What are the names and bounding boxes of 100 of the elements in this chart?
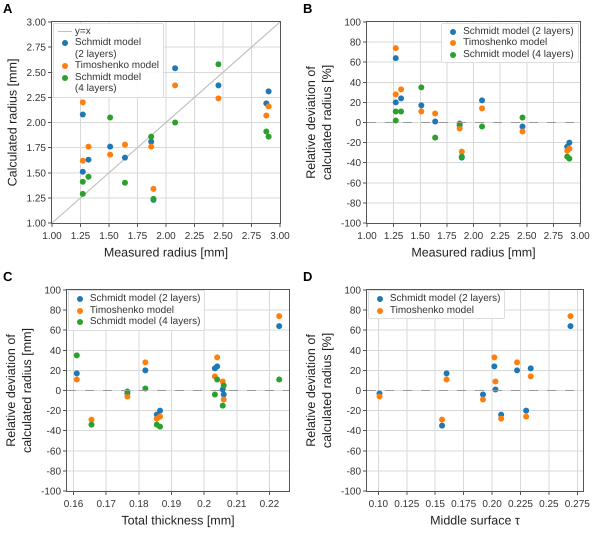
- point: [519, 114, 526, 120]
- legend-label: Schmidt model (2 layers): [390, 293, 500, 305]
- legend-label: Timoshenko model: [90, 304, 174, 316]
- point: [567, 312, 574, 319]
- point: [514, 358, 520, 365]
- x-tick-label: 0.17: [96, 498, 116, 510]
- y-tick-label: -60: [346, 178, 362, 190]
- point: [266, 134, 272, 140]
- point: [567, 322, 574, 329]
- point: [74, 352, 80, 358]
- x-tick-label: 0.21: [227, 498, 247, 510]
- point: [220, 402, 226, 408]
- y-tick-label: -80: [46, 466, 62, 477]
- x-tick-label: 0.16: [64, 498, 84, 510]
- point: [523, 413, 530, 420]
- y-tick-label: 2.00: [26, 118, 46, 129]
- point: [514, 366, 520, 373]
- x-tick-label: 2.25: [490, 231, 510, 242]
- point: [150, 186, 156, 192]
- point: [148, 144, 154, 150]
- point: [392, 117, 399, 124]
- y-tick-label: 0: [355, 118, 362, 129]
- x-tick-label: 0.2: [197, 498, 212, 510]
- y-tick-label: 1.25: [26, 193, 46, 204]
- point: [107, 114, 114, 120]
- y-tick-label: -100: [340, 218, 362, 230]
- point: [439, 416, 446, 422]
- point: [479, 97, 486, 104]
- y-axis-title: Calculated radius [mm]: [6, 58, 20, 186]
- x-tick-label: 2.75: [242, 231, 262, 242]
- point: [122, 154, 128, 161]
- x-tick-label: 0.25: [539, 498, 560, 510]
- y-tick-label: 40: [350, 78, 362, 89]
- legend-label: Schmidt model (4 layers): [74, 72, 142, 95]
- y-tick-label: 1.00: [26, 218, 46, 230]
- legend-label: Timoshenko model: [463, 37, 548, 49]
- point: [212, 391, 218, 398]
- point: [528, 364, 534, 371]
- x-axis-title: Total thickness [mm]: [121, 512, 235, 527]
- chart-title: A: [3, 1, 13, 16]
- point: [107, 144, 114, 150]
- legend-label: Schmidt model (4 layers): [463, 48, 574, 60]
- x-tick-label: 1.50: [99, 231, 120, 242]
- point: [220, 396, 227, 402]
- y-tick-label: -40: [346, 426, 362, 437]
- point: [392, 55, 399, 62]
- chart-title: D: [303, 268, 312, 284]
- y-tick-label: 3.00: [26, 18, 46, 28]
- point: [148, 134, 154, 140]
- point: [157, 407, 164, 414]
- y-tick-label: -80: [346, 198, 362, 210]
- point: [215, 82, 222, 88]
- y-tick-label: 60: [350, 325, 362, 336]
- legend-label: Schmidt model (2 layers): [90, 293, 200, 305]
- legend-label: Schmidt model (4 layers): [90, 316, 200, 328]
- point: [418, 84, 424, 90]
- x-tick-label: 2.50: [517, 231, 537, 242]
- legend-label: y=x: [74, 26, 91, 38]
- y-tick-label: -80: [346, 466, 362, 477]
- y-tick-label: 100: [344, 18, 362, 28]
- point: [458, 148, 465, 155]
- y-tick-label: 60: [50, 325, 62, 336]
- point: [142, 366, 148, 373]
- point: [80, 111, 86, 118]
- point: [85, 144, 92, 150]
- y-tick-label: 80: [350, 38, 362, 49]
- x-tick-label: 1.25: [70, 231, 91, 242]
- x-tick-label: 1.50: [410, 231, 430, 242]
- x-tick-label: 2.00: [464, 231, 484, 242]
- x-tick-label: 2.50: [213, 231, 234, 242]
- y-tick-label: -100: [40, 486, 62, 497]
- point: [85, 156, 92, 163]
- point: [157, 423, 164, 430]
- y-tick-label: 60: [350, 58, 362, 69]
- y-tick-label: 80: [350, 305, 362, 316]
- y-axis-title: Relative deviation of calculated radius [%]: [304, 64, 334, 180]
- point: [263, 112, 270, 118]
- point: [566, 140, 572, 146]
- point: [432, 134, 438, 141]
- x-tick-label: 0.20: [482, 498, 502, 510]
- x-tick-label: 0.22: [260, 498, 280, 510]
- point: [479, 105, 486, 112]
- point: [376, 393, 383, 400]
- x-tick-label: 0.175: [451, 498, 477, 510]
- y-tick-label: 2.75: [26, 42, 46, 54]
- point: [480, 396, 486, 402]
- point: [215, 61, 222, 68]
- point: [392, 45, 399, 52]
- x-tick-label: 3.00: [270, 231, 290, 242]
- point: [80, 190, 86, 197]
- y-axis-title: Relative deviation of calculated radius [%]: [304, 332, 334, 448]
- x-axis-title: Measured radius [mm]: [104, 245, 228, 260]
- point: [142, 358, 148, 365]
- point: [215, 95, 222, 102]
- point: [498, 415, 504, 422]
- x-axis-title: Measured radius [mm]: [411, 245, 536, 260]
- point: [432, 118, 438, 124]
- point: [479, 124, 486, 130]
- y-tick-label: 2.50: [26, 68, 46, 79]
- point: [172, 120, 178, 126]
